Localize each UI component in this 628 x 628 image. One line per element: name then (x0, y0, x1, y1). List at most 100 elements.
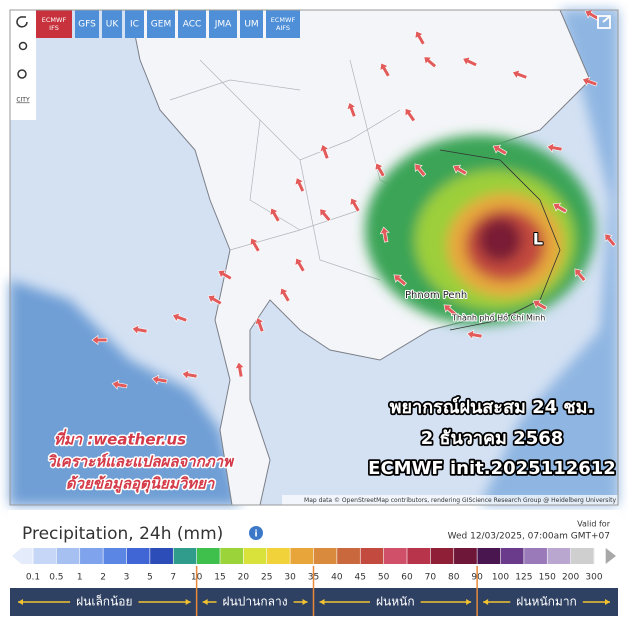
color-scale: 0.10.51235710152025303540455060708090100… (12, 548, 616, 583)
model-button[interactable] (178, 10, 206, 38)
model-button[interactable] (266, 10, 300, 38)
low-pressure-label: L (533, 230, 543, 249)
scale-swatch (523, 548, 548, 564)
wind-arrow (374, 162, 386, 178)
scale-label: 25 (261, 573, 272, 583)
source-note: ด้วยข้อมูลอุตุนิยมวิทยา (66, 475, 216, 494)
wind-arrow (217, 269, 233, 281)
wind-arrow-shape (379, 62, 391, 78)
band-arrow-head (483, 599, 489, 605)
wind-arrow (462, 56, 478, 67)
scale-swatch (477, 548, 501, 564)
wind-arrow (234, 361, 245, 378)
scale-label: 70 (425, 573, 437, 583)
model-button[interactable] (75, 10, 99, 38)
band-label: ฝนปานกลาง (223, 595, 288, 609)
wind-arrow-shape (452, 164, 468, 176)
refresh-button[interactable] (16, 16, 28, 28)
wind-arrow (423, 56, 437, 69)
band-label: ฝนเล็กน้อย (76, 594, 132, 609)
city-toggle[interactable]: CITY (16, 97, 30, 104)
rain-sea-west (10, 280, 240, 505)
wind-arrow (404, 108, 416, 123)
model-button[interactable] (125, 10, 144, 38)
wind-arrow (379, 62, 391, 78)
wind-arrow-shape (414, 163, 427, 177)
wind-arrow-shape (181, 369, 198, 380)
wind-arrow-shape (319, 208, 332, 222)
scale-label: 60 (401, 573, 413, 583)
scale-label: 80 (448, 573, 460, 583)
scale-label: 3 (124, 573, 130, 583)
wind-arrow (111, 379, 128, 390)
model-button-label: ECMWF IFS (42, 16, 67, 32)
wind-arrow (249, 237, 261, 253)
forecast-date: 2 ธันวาคม 2568 (421, 428, 564, 449)
wind-arrow-shape (466, 329, 483, 340)
wind-arrow (443, 304, 457, 317)
wind-arrow-shape (254, 317, 265, 333)
band-arrow-head (18, 599, 23, 605)
model-button[interactable] (102, 10, 122, 38)
model-button[interactable] (209, 10, 237, 38)
wind-arrow (532, 299, 548, 311)
scale-swatch (149, 548, 174, 564)
scale-swatch (266, 548, 291, 564)
locate-button[interactable] (18, 41, 28, 51)
info-icon: i (254, 530, 257, 540)
scale-cap (605, 548, 616, 564)
scale-swatch (173, 548, 198, 564)
attribution-bg (282, 495, 618, 505)
model-button-label: UM (244, 20, 258, 30)
wind-arrow (414, 163, 427, 177)
category-labels: ฝนเล็กน้อย ฝนปานกลาง ฝนหนัก ฝนหนักมาก (18, 566, 610, 616)
wind-arrow (546, 142, 563, 153)
band-arrow-head (202, 599, 208, 605)
wind-arrow-shape (346, 102, 357, 118)
city-label: Thành phố Hồ Chí Minh (451, 313, 545, 323)
wind-arrow-shape (546, 142, 563, 153)
wind-arrow-shape (269, 207, 281, 223)
scale-label: 0.1 (26, 573, 40, 583)
scale-swatch (313, 548, 338, 564)
map: Phnom Penh Thành phố Hồ Chí Minh L ที่มา… (9, 9, 619, 506)
forecast-model: ECMWF init.2025112612 (368, 458, 616, 479)
wind-arrow (319, 208, 332, 222)
scale-label: 45 (355, 573, 366, 583)
wind-arrow (604, 233, 617, 247)
wind-arrow (172, 312, 188, 323)
wind-arrow (91, 334, 108, 346)
info-button[interactable] (249, 526, 263, 540)
scale-swatch (360, 548, 385, 564)
wind-arrow-shape (249, 237, 261, 253)
scale-label: 7 (170, 573, 176, 583)
wind-arrow (574, 268, 587, 282)
scale-label: 40 (331, 573, 343, 583)
band-arrow-head (605, 599, 610, 605)
wind-arrow-shape (207, 294, 223, 306)
share-button[interactable] (597, 15, 611, 29)
wind-arrow-shape (414, 30, 426, 46)
wind-arrow-shape (404, 108, 416, 123)
model-button-label: ACC (183, 20, 202, 30)
wind-arrow-shape (582, 76, 598, 87)
scale-label: 150 (539, 573, 556, 583)
wind-arrows (91, 9, 617, 390)
zoom-button[interactable] (17, 69, 27, 79)
model-button[interactable] (240, 10, 263, 38)
wind-arrow-shape (91, 334, 108, 346)
wind-arrow (379, 226, 390, 243)
wind-arrow (207, 294, 223, 306)
scale-swatch (126, 548, 151, 564)
model-button[interactable] (36, 10, 72, 38)
model-button[interactable] (147, 10, 175, 38)
scale-swatch (290, 548, 314, 564)
model-button-label: GEM (151, 20, 171, 30)
wind-arrow (131, 324, 148, 335)
attribution: Map data © OpenStreetMap contributors, r… (304, 497, 616, 504)
wind-arrow-shape (393, 274, 407, 287)
valid-time: Wed 12/03/2025, 07:00am GMT+07 (448, 532, 610, 542)
wind-arrow-shape (492, 144, 508, 156)
map-frame (9, 9, 619, 506)
